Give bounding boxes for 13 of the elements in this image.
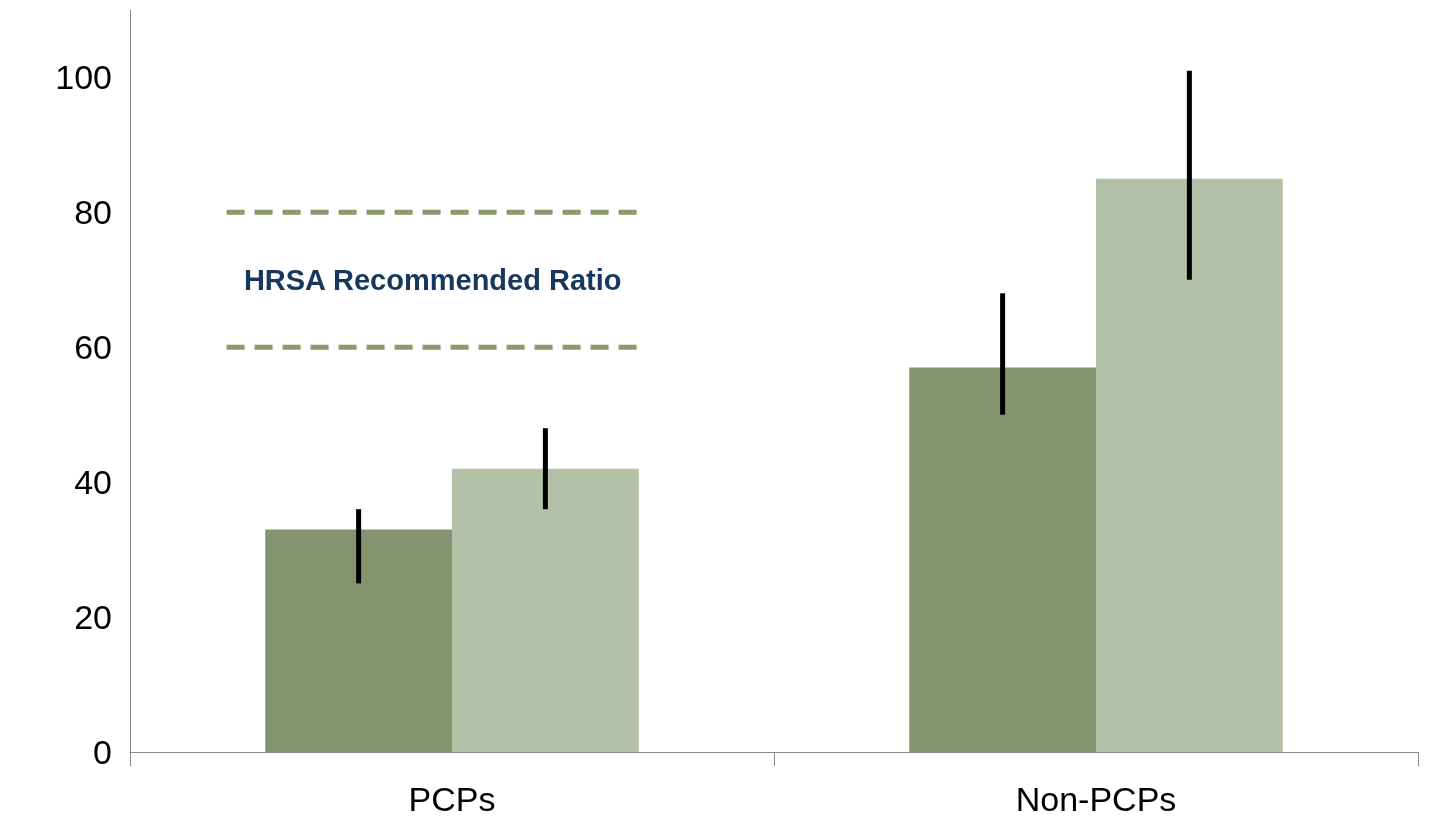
y-tick-label: 0 <box>93 733 112 771</box>
y-tick-label: 60 <box>74 328 112 367</box>
annotation: HRSA Recommended Ratio <box>243 263 622 296</box>
bar <box>265 529 452 752</box>
bar <box>1096 178 1283 752</box>
bar <box>909 367 1096 752</box>
x-tick-label: Non-PCPs <box>1015 780 1177 818</box>
y-tick-label: 80 <box>74 193 112 232</box>
x-tick-label: PCPs <box>408 780 496 818</box>
y-tick-label: 20 <box>74 598 112 637</box>
bar <box>452 468 639 752</box>
y-tick-label: 40 <box>74 463 112 502</box>
y-tick-label: 100 <box>55 58 112 97</box>
